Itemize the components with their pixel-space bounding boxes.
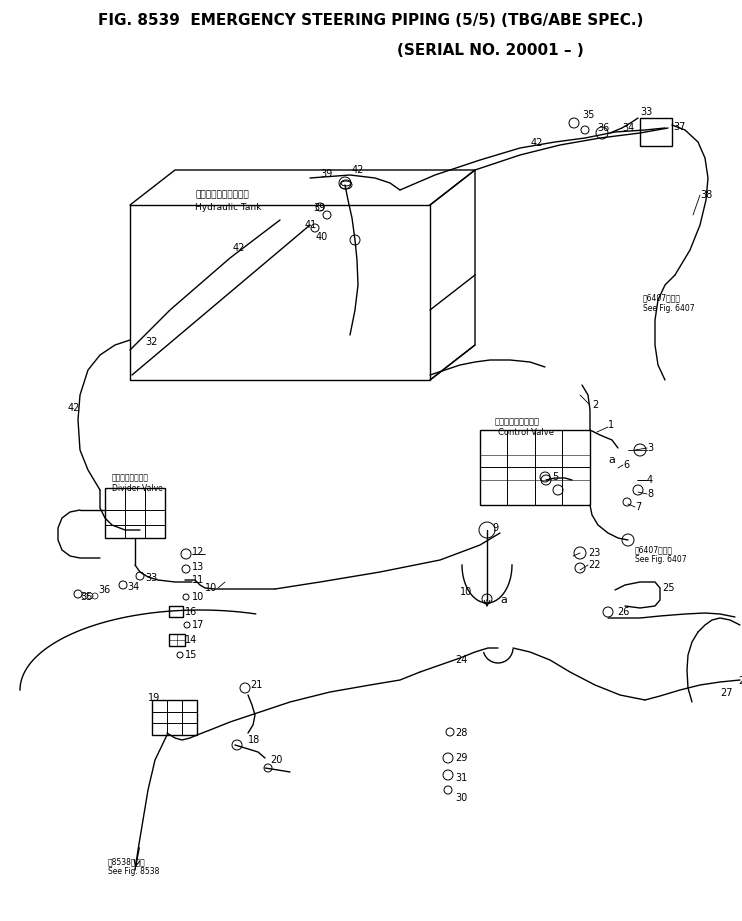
- Text: 3: 3: [647, 443, 653, 453]
- Text: 34: 34: [622, 123, 634, 133]
- Text: FIG. 8539  EMERGENCY STEERING PIPING (5/5) (TBG/ABE SPEC.): FIG. 8539 EMERGENCY STEERING PIPING (5/5…: [98, 13, 644, 28]
- Text: 27: 27: [720, 688, 732, 698]
- Text: 41: 41: [305, 220, 318, 230]
- Text: 第8538図参長: 第8538図参長: [108, 857, 145, 867]
- Text: 17: 17: [192, 620, 204, 630]
- Text: ディバイダバルブ: ディバイダバルブ: [112, 473, 149, 483]
- Text: 第6407図参照: 第6407図参照: [635, 545, 673, 554]
- Text: 24: 24: [455, 655, 467, 665]
- Text: 21: 21: [250, 680, 263, 690]
- Text: 33: 33: [145, 573, 157, 583]
- Text: See Fig. 8538: See Fig. 8538: [108, 868, 160, 877]
- Text: 36: 36: [597, 123, 609, 133]
- Text: 31: 31: [455, 773, 467, 783]
- Text: 34: 34: [127, 582, 139, 592]
- Text: Hydraulic Tank: Hydraulic Tank: [195, 203, 261, 212]
- Text: a: a: [500, 595, 507, 605]
- Text: 9: 9: [492, 523, 498, 533]
- Text: 38: 38: [700, 190, 712, 200]
- Bar: [105, 488, 165, 538]
- Text: 12: 12: [192, 547, 204, 557]
- Text: See Fig. 6407: See Fig. 6407: [635, 555, 686, 565]
- Text: Divider Valve: Divider Valve: [112, 484, 162, 493]
- Text: 第6407図参照: 第6407図参照: [643, 294, 681, 302]
- Text: 35: 35: [582, 110, 594, 120]
- Text: 29: 29: [455, 753, 467, 763]
- Text: 22: 22: [588, 560, 600, 570]
- Text: ハイドロリックタンク: ハイドロリックタンク: [195, 191, 249, 200]
- Text: 1: 1: [608, 420, 614, 430]
- Text: 42: 42: [531, 138, 543, 148]
- Bar: [152, 700, 197, 735]
- Text: See Fig. 6407: See Fig. 6407: [643, 304, 695, 312]
- Text: 33: 33: [640, 107, 652, 117]
- Bar: [640, 118, 672, 146]
- Text: 36: 36: [98, 585, 111, 595]
- Text: 42: 42: [233, 243, 246, 253]
- Text: Control Valve: Control Valve: [498, 427, 554, 437]
- Text: コントロールバルブ: コントロールバルブ: [495, 417, 540, 426]
- Text: 7: 7: [635, 502, 641, 512]
- Text: a: a: [608, 455, 615, 465]
- Text: 32: 32: [145, 337, 157, 347]
- Text: 35: 35: [80, 592, 92, 602]
- Text: 26: 26: [617, 607, 629, 617]
- Text: 23: 23: [588, 548, 600, 558]
- Text: 42: 42: [68, 403, 80, 413]
- Text: 25: 25: [662, 583, 674, 593]
- Text: 2: 2: [592, 400, 598, 410]
- Text: (SERIAL NO. 20001 – ): (SERIAL NO. 20001 – ): [397, 42, 583, 57]
- Text: 28: 28: [738, 676, 742, 686]
- Text: 14: 14: [185, 635, 197, 645]
- Text: 18: 18: [248, 735, 260, 745]
- Bar: [169, 606, 183, 617]
- Bar: [169, 634, 185, 646]
- Text: 10: 10: [460, 587, 472, 597]
- Text: 30: 30: [455, 793, 467, 803]
- Text: 10: 10: [192, 592, 204, 602]
- Text: 8: 8: [647, 489, 653, 499]
- Text: 13: 13: [192, 562, 204, 572]
- Text: 16: 16: [185, 607, 197, 617]
- Text: 28: 28: [455, 728, 467, 738]
- Text: 5: 5: [552, 472, 558, 482]
- Text: 19: 19: [148, 693, 160, 703]
- Text: 42: 42: [352, 165, 364, 175]
- Bar: [480, 430, 590, 505]
- Text: 39: 39: [320, 169, 332, 179]
- Text: 15: 15: [185, 650, 197, 660]
- Text: 40: 40: [316, 232, 328, 242]
- Text: 11: 11: [192, 575, 204, 585]
- Text: 4: 4: [647, 475, 653, 485]
- Text: 20: 20: [270, 755, 283, 765]
- Text: 37: 37: [673, 122, 686, 132]
- Text: 39: 39: [313, 203, 325, 213]
- Text: 6: 6: [623, 460, 629, 470]
- Text: 10: 10: [205, 583, 217, 593]
